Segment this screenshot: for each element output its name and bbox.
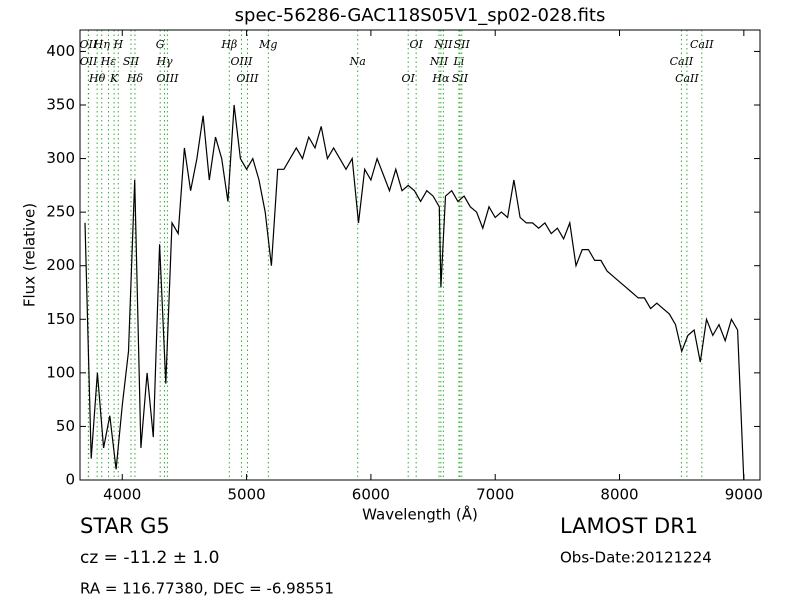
y-tick-label: 250 bbox=[46, 203, 75, 221]
y-tick-label: 350 bbox=[46, 96, 75, 114]
spectral-line-label: Hθ bbox=[88, 72, 106, 85]
y-tick-label: 50 bbox=[56, 417, 75, 435]
spectral-line-label: SII bbox=[454, 38, 471, 51]
spectral-line-label: Mg bbox=[258, 38, 277, 51]
y-tick-label: 100 bbox=[46, 363, 75, 381]
y-tick-label: 400 bbox=[46, 42, 75, 60]
x-tick-label: 5000 bbox=[227, 486, 265, 504]
spectral-line-label: OI bbox=[409, 38, 423, 51]
spectral-line-label: H bbox=[112, 38, 123, 51]
class-label: STAR G5 bbox=[80, 514, 170, 538]
x-tick-label: 8000 bbox=[600, 486, 638, 504]
spectral-line-label: Hγ bbox=[155, 55, 173, 68]
spectrum-line bbox=[84, 104, 745, 480]
survey-label: LAMOST DR1 bbox=[560, 514, 698, 538]
date-label: Obs-Date:20121224 bbox=[560, 549, 712, 567]
spectral-line-label: NII bbox=[433, 38, 453, 51]
spectral-line-label: CaII bbox=[690, 38, 714, 51]
x-tick-label: 6000 bbox=[352, 486, 390, 504]
spectral-line-label: Hα bbox=[431, 72, 450, 85]
spectral-line-label: NII bbox=[429, 55, 449, 68]
spectral-line-label: G bbox=[156, 38, 165, 51]
spectral-line-label: Hε bbox=[100, 55, 117, 68]
spectral-line-label: OIII bbox=[230, 55, 253, 68]
spectral-line-label: Hδ bbox=[126, 72, 144, 85]
x-tick-label: 7000 bbox=[476, 486, 514, 504]
spectral-line-label: OIII bbox=[156, 72, 179, 85]
spectral-line-label: CaII bbox=[670, 55, 694, 68]
x-axis-label: Wavelength (Å) bbox=[362, 505, 478, 524]
spectral-line-label: OI bbox=[402, 72, 416, 85]
spectral-line-label: Na bbox=[349, 55, 366, 68]
chart-title: spec-56286-GAC118S05V1_sp02-028.fits bbox=[235, 5, 606, 26]
y-tick-label: 200 bbox=[46, 256, 75, 274]
x-tick-label: 4000 bbox=[103, 486, 141, 504]
spectral-line-label: Li bbox=[452, 55, 464, 68]
spectral-line-label: SII bbox=[123, 55, 140, 68]
spectral-line-label: SII bbox=[452, 72, 469, 85]
y-axis-label: Flux (relative) bbox=[21, 203, 39, 307]
spectral-line-label: CaII bbox=[675, 72, 699, 85]
y-tick-label: 0 bbox=[65, 471, 75, 489]
plot-frame bbox=[79, 29, 761, 481]
y-tick-label: 150 bbox=[46, 310, 75, 328]
spectral-line-label: K bbox=[109, 72, 119, 85]
spectral-line-label: OII bbox=[80, 55, 98, 68]
x-tick-label: 9000 bbox=[725, 486, 763, 504]
y-tick-label: 300 bbox=[46, 149, 75, 167]
spectral-line-label: OIII bbox=[236, 72, 259, 85]
cz-label: cz = -11.2 ± 1.0 bbox=[80, 548, 219, 568]
coords-label: RA = 116.77380, DEC = -6.98551 bbox=[80, 580, 334, 598]
spectral-line-label: Hβ bbox=[220, 38, 237, 51]
spectral-line-label: Hη bbox=[93, 38, 111, 51]
